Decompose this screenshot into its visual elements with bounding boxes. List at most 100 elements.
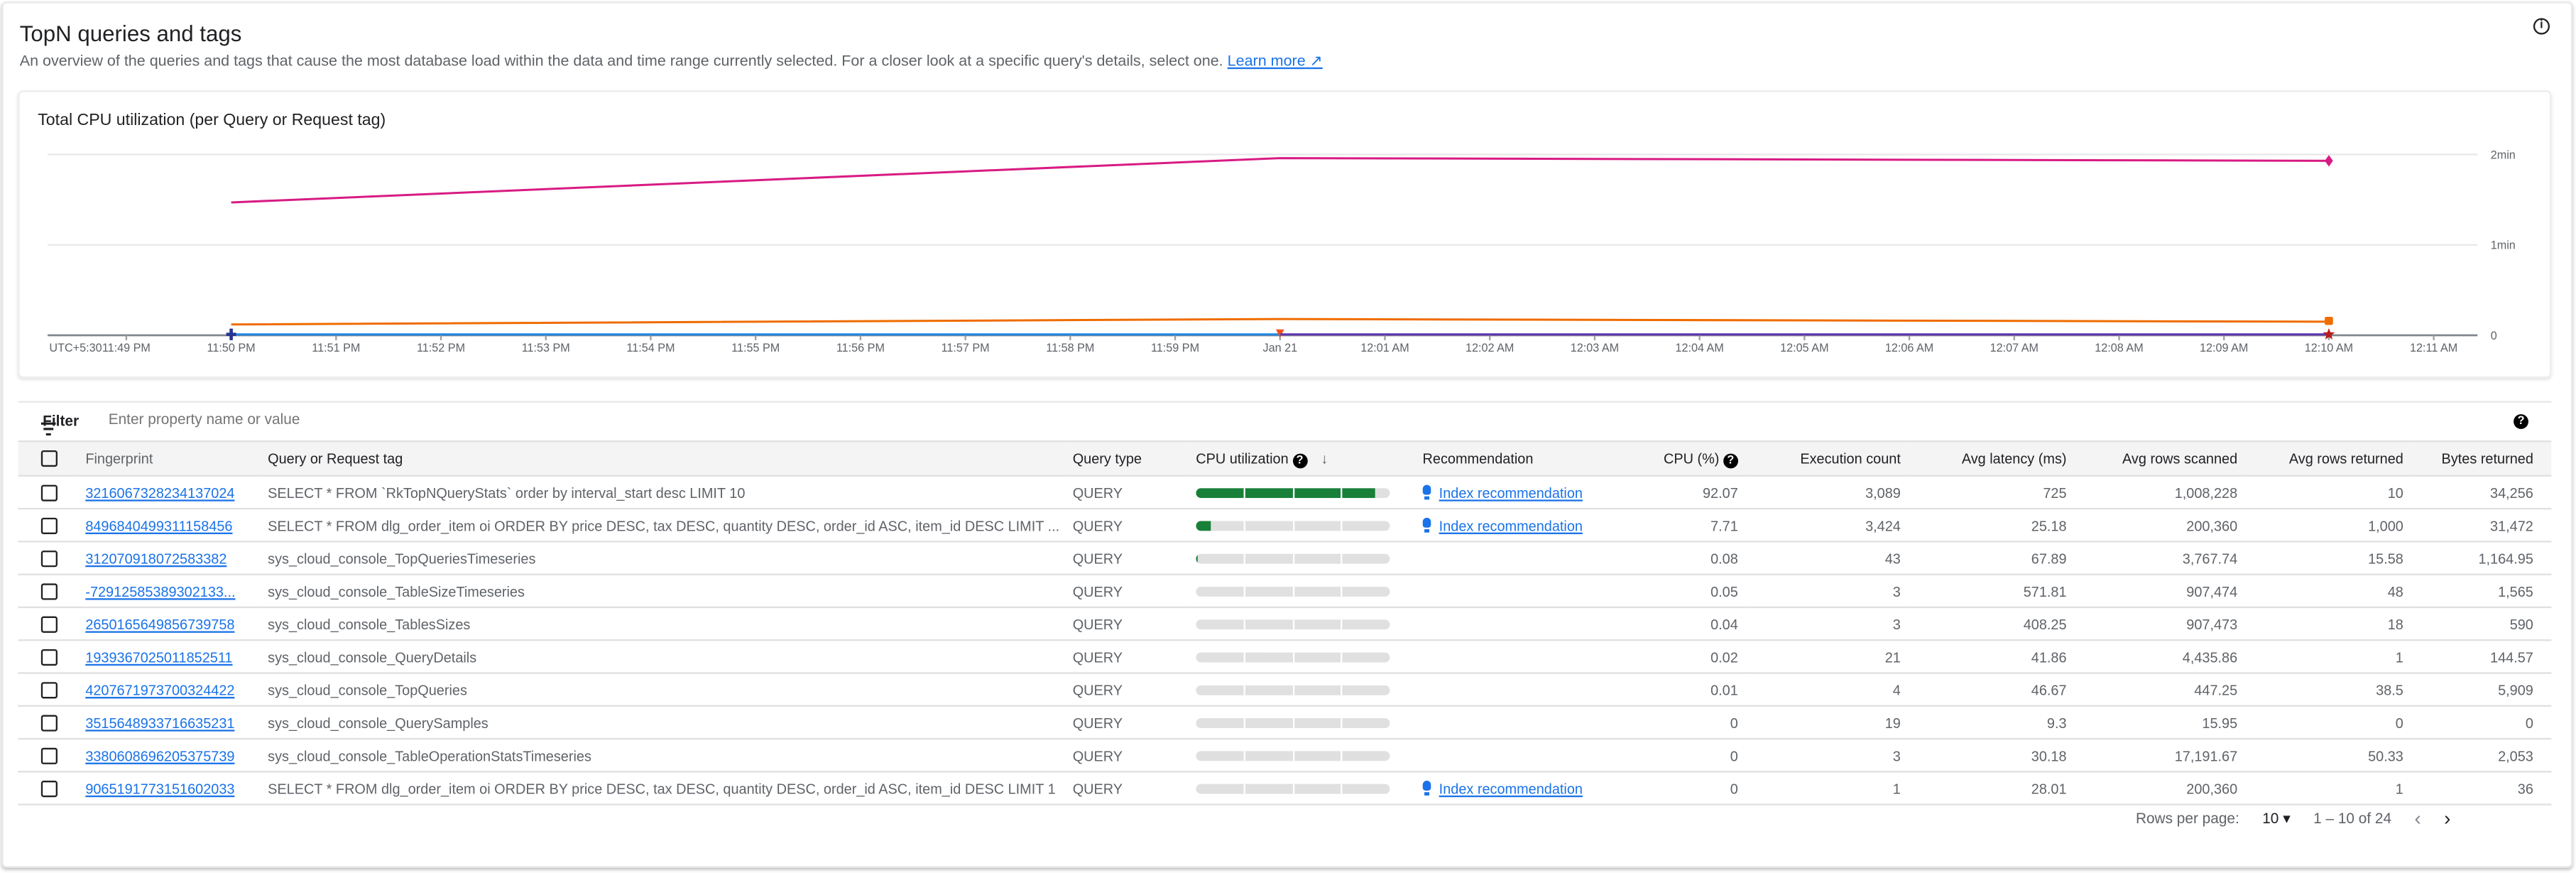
fingerprint-link[interactable]: 4207671973700324422 <box>85 681 234 698</box>
col-recommendation[interactable]: Recommendation <box>1416 441 1636 476</box>
x-tick-label: 12:06 AM <box>1885 342 1933 354</box>
cpu-utilization-bar <box>1196 487 1390 497</box>
filter-input[interactable] <box>109 411 766 427</box>
avg-rows-scanned-cell: 907,473 <box>2073 607 2244 640</box>
fingerprint-link[interactable]: 312070918072583382 <box>85 550 227 566</box>
col-query[interactable]: Query or Request tag <box>261 441 1066 476</box>
cpu-percent-cell: 0 <box>1636 706 1745 739</box>
help-icon[interactable]: ? <box>1723 452 1738 467</box>
fingerprint-link[interactable]: -72912585389302133... <box>85 582 235 599</box>
col-cpu-utilization[interactable]: CPU utilization ? ↓ <box>1189 441 1416 476</box>
lightbulb-icon <box>1423 781 1431 796</box>
fingerprint-cell: 3216067328234137024 <box>79 476 261 509</box>
col-avg-rows-returned[interactable]: Avg rows returned <box>2244 441 2410 476</box>
row-checkbox[interactable] <box>41 715 58 731</box>
help-icon[interactable]: ? <box>2514 414 2528 429</box>
filter-label: Filter <box>43 413 79 429</box>
next-page-button[interactable]: › <box>2444 807 2450 830</box>
recommendation-cell <box>1416 739 1636 771</box>
page-range: 1 – 10 of 24 <box>2313 810 2391 827</box>
row-checkbox[interactable] <box>41 747 58 764</box>
cpu-utilization-cell <box>1189 509 1416 541</box>
col-execution-count[interactable]: Execution count <box>1745 441 1907 476</box>
help-icon[interactable]: ? <box>1292 452 1307 467</box>
previous-page-button[interactable]: ‹ <box>2414 807 2421 830</box>
bar-divider <box>1244 586 1245 596</box>
avg-latency-cell: 25.18 <box>1907 509 2073 541</box>
row-checkbox-cell <box>18 706 79 739</box>
cpu-utilization-bar <box>1196 520 1390 530</box>
query-type-cell: QUERY <box>1066 541 1189 574</box>
cpu-percent-cell: 7.71 <box>1636 509 1745 541</box>
row-checkbox[interactable] <box>41 518 58 534</box>
bar-divider <box>1341 685 1343 695</box>
bar-divider <box>1341 586 1343 596</box>
execution-count-cell: 3 <box>1745 607 1907 640</box>
table-row[interactable]: -72912585389302133...sys_cloud_console_T… <box>18 575 2551 607</box>
cpu-percent-cell: 0.04 <box>1636 607 1745 640</box>
x-tick-label: 12:11 AM <box>2410 342 2457 354</box>
row-checkbox[interactable] <box>41 649 58 666</box>
row-checkbox-cell <box>18 541 79 574</box>
row-checkbox[interactable] <box>41 583 58 600</box>
x-tick-label: 11:49 PM <box>102 342 151 354</box>
row-checkbox[interactable] <box>41 682 58 698</box>
bar-divider <box>1293 750 1294 760</box>
col-avg-rows-scanned[interactable]: Avg rows scanned <box>2073 441 2244 476</box>
fingerprint-cell: 312070918072583382 <box>79 541 261 574</box>
bar-divider <box>1244 619 1245 629</box>
execution-count-cell: 21 <box>1745 640 1907 673</box>
fingerprint-link[interactable]: 1939367025011852511 <box>85 649 232 665</box>
fingerprint-link[interactable]: 2650165649856739758 <box>85 616 234 632</box>
cpu-utilization-cell <box>1189 706 1416 739</box>
table-row[interactable]: 9065191773151602033 SELECT * FROM dlg_ord… <box>18 771 2551 804</box>
fingerprint-link[interactable]: 3216067328234137024 <box>85 484 234 500</box>
query-cell: sys_cloud_console_TablesSizes <box>261 607 1066 640</box>
fingerprint-link[interactable]: 9065191773151602033 <box>85 780 234 796</box>
select-all-checkbox[interactable] <box>41 451 58 467</box>
execution-count-cell: 3,424 <box>1745 509 1907 541</box>
bytes-returned-cell: 0 <box>2410 706 2551 739</box>
table-row[interactable]: 2650165649856739758 sys_cloud_console_Tab… <box>18 607 2551 640</box>
avg-latency-cell: 46.67 <box>1907 673 2073 706</box>
bar-divider <box>1293 717 1294 727</box>
bar-divider <box>1244 685 1245 695</box>
col-query-type[interactable]: Query type <box>1066 441 1189 476</box>
index-recommendation-link[interactable]: Index recommendation <box>1423 780 1630 796</box>
row-checkbox[interactable] <box>41 781 58 797</box>
index-recommendation-link[interactable]: Index recommendation <box>1423 484 1630 500</box>
rows-per-page-select[interactable]: 10 ▾ <box>2262 810 2290 828</box>
row-checkbox[interactable] <box>41 484 58 501</box>
query-cell: SELECT * FROM dlg_order_item oi ORDER BY… <box>261 771 1066 804</box>
col-fingerprint[interactable]: Fingerprint <box>79 441 261 476</box>
series-line <box>231 319 2329 325</box>
pagination: Rows per page: 10 ▾ 1 – 10 of 24 ‹ › <box>2136 807 2538 830</box>
col-cpu-utilization-label: CPU utilization <box>1196 450 1288 466</box>
row-checkbox[interactable] <box>41 616 58 632</box>
col-avg-latency[interactable]: Avg latency (ms) <box>1907 441 2073 476</box>
avg-rows-scanned-cell: 447.25 <box>2073 673 2244 706</box>
fingerprint-link[interactable]: 3380608696205375739 <box>85 747 234 764</box>
lightbulb-icon <box>1423 485 1431 500</box>
query-type-cell: QUERY <box>1066 640 1189 673</box>
fingerprint-link[interactable]: 8496840499311158456 <box>85 517 232 533</box>
fingerprint-link[interactable]: 3515648933716635231 <box>85 714 234 730</box>
select-all-checkbox-cell <box>18 441 79 476</box>
col-bytes-returned[interactable]: Bytes returned <box>2410 441 2551 476</box>
cpu-utilization-cell <box>1189 673 1416 706</box>
row-checkbox-cell <box>18 739 79 771</box>
col-cpu-percent[interactable]: CPU (%) ? <box>1636 441 1745 476</box>
dropdown-arrow-icon: ▾ <box>2283 810 2290 826</box>
avg-rows-returned-cell: 15.58 <box>2244 541 2410 574</box>
sort-descending-icon[interactable]: ↓ <box>1321 450 1328 466</box>
row-checkbox[interactable] <box>41 551 58 567</box>
index-recommendation-link[interactable]: Index recommendation <box>1423 517 1630 533</box>
